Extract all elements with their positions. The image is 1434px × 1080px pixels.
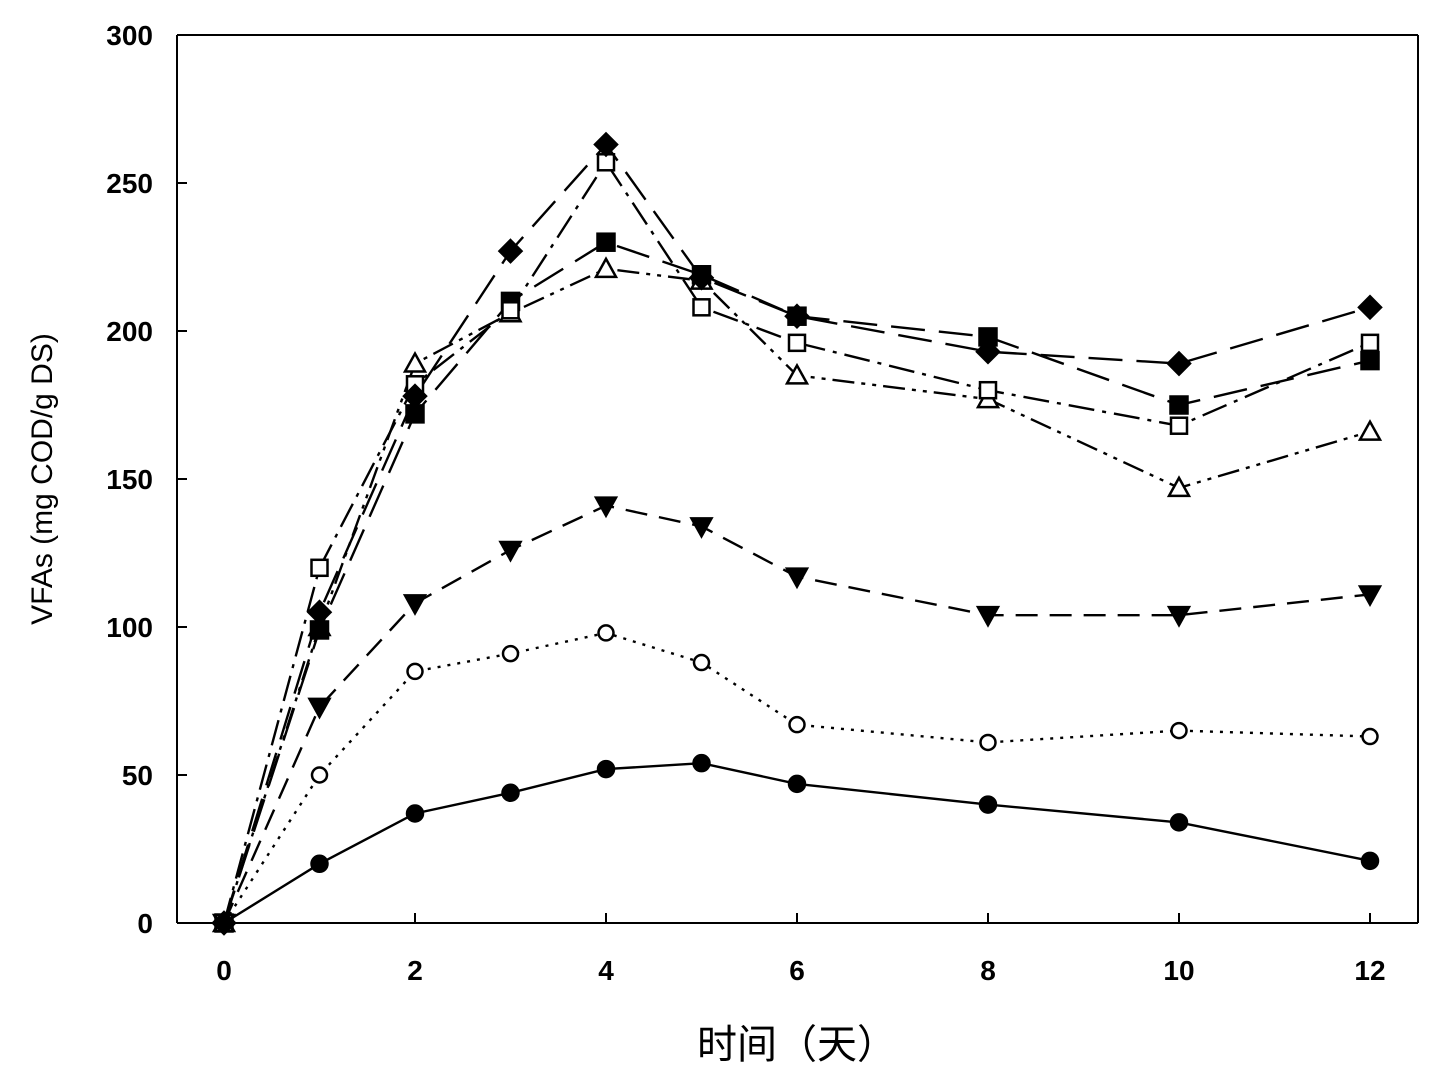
- data-point: [688, 264, 715, 291]
- data-point: [787, 774, 807, 794]
- data-point: [1360, 851, 1380, 871]
- data-point: [405, 804, 425, 823]
- y-axis-ticks: 0 50 100 150 200 250 300: [106, 20, 187, 939]
- y-tick-label: 150: [106, 464, 153, 495]
- series-line: [222, 142, 1371, 924]
- data-point: [1166, 605, 1192, 628]
- data-point: [306, 599, 333, 625]
- data-point: [1169, 416, 1189, 435]
- data-point: [307, 697, 332, 720]
- data-point: [310, 558, 329, 578]
- x-axis-ticks: 0 2 4 6 8 10 12: [216, 913, 1386, 986]
- data-point: [784, 567, 810, 590]
- y-tick-label: 250: [106, 168, 153, 199]
- data-point: [597, 624, 615, 642]
- data-point: [596, 232, 616, 252]
- series-6: [214, 153, 1380, 933]
- data-point: [1357, 585, 1383, 608]
- x-tick-label: 6: [789, 955, 805, 986]
- data-point: [692, 298, 711, 317]
- data-point: [1357, 419, 1383, 441]
- data-point: [498, 540, 523, 563]
- data-point: [1357, 294, 1383, 321]
- data-point: [784, 362, 810, 385]
- series-3: [211, 496, 1383, 936]
- x-tick-label: 2: [407, 955, 423, 986]
- x-tick-label: 10: [1163, 955, 1194, 986]
- series-line: [223, 761, 1371, 925]
- x-tick-label: 8: [980, 955, 996, 986]
- data-point: [402, 350, 428, 373]
- data-point: [1169, 813, 1189, 832]
- series-layer: [211, 131, 1383, 936]
- series-line: [222, 267, 1371, 924]
- x-tick-label: 12: [1354, 955, 1385, 986]
- data-point: [975, 605, 1001, 628]
- data-point: [1360, 333, 1380, 353]
- x-axis-title: 时间（天）: [697, 1023, 897, 1067]
- data-point: [979, 733, 997, 752]
- series-4: [211, 256, 1383, 933]
- data-point: [1361, 727, 1379, 746]
- data-point: [784, 303, 810, 329]
- x-tick-label: 4: [598, 955, 614, 986]
- y-axis-title: VFAs (mg COD/g DS): [26, 333, 59, 625]
- data-point: [975, 338, 1001, 365]
- data-point: [692, 653, 711, 672]
- data-point: [310, 854, 329, 874]
- data-point: [593, 496, 619, 519]
- series-line: [222, 631, 1371, 924]
- y-tick-label: 200: [106, 316, 153, 347]
- series-7: [211, 131, 1383, 936]
- data-point: [593, 131, 619, 158]
- data-point: [501, 301, 520, 320]
- data-point: [1360, 350, 1380, 371]
- data-point: [1169, 395, 1189, 415]
- data-point: [402, 383, 428, 409]
- data-point: [497, 238, 524, 264]
- data-point: [689, 517, 714, 539]
- data-point: [501, 783, 520, 803]
- data-point: [978, 380, 998, 400]
- data-point: [1166, 475, 1192, 498]
- data-point: [211, 910, 237, 936]
- y-tick-label: 50: [122, 760, 153, 791]
- y-tick-label: 100: [106, 612, 153, 643]
- data-point: [1170, 721, 1188, 740]
- series-line: [222, 240, 1371, 924]
- data-point: [1166, 350, 1192, 377]
- x-tick-label: 0: [216, 955, 232, 986]
- data-point: [406, 662, 424, 681]
- y-tick-label: 0: [137, 908, 153, 939]
- data-point: [402, 594, 428, 616]
- data-point: [788, 715, 806, 734]
- y-tick-label: 300: [106, 20, 153, 51]
- data-point: [310, 766, 329, 784]
- data-point: [978, 795, 998, 814]
- data-point: [787, 333, 807, 353]
- data-point: [692, 753, 711, 773]
- data-point: [501, 644, 520, 663]
- data-point: [593, 256, 619, 279]
- series-line: [222, 504, 1371, 924]
- data-point: [596, 759, 616, 779]
- series-line: [222, 160, 1371, 924]
- series-1: [214, 753, 1380, 933]
